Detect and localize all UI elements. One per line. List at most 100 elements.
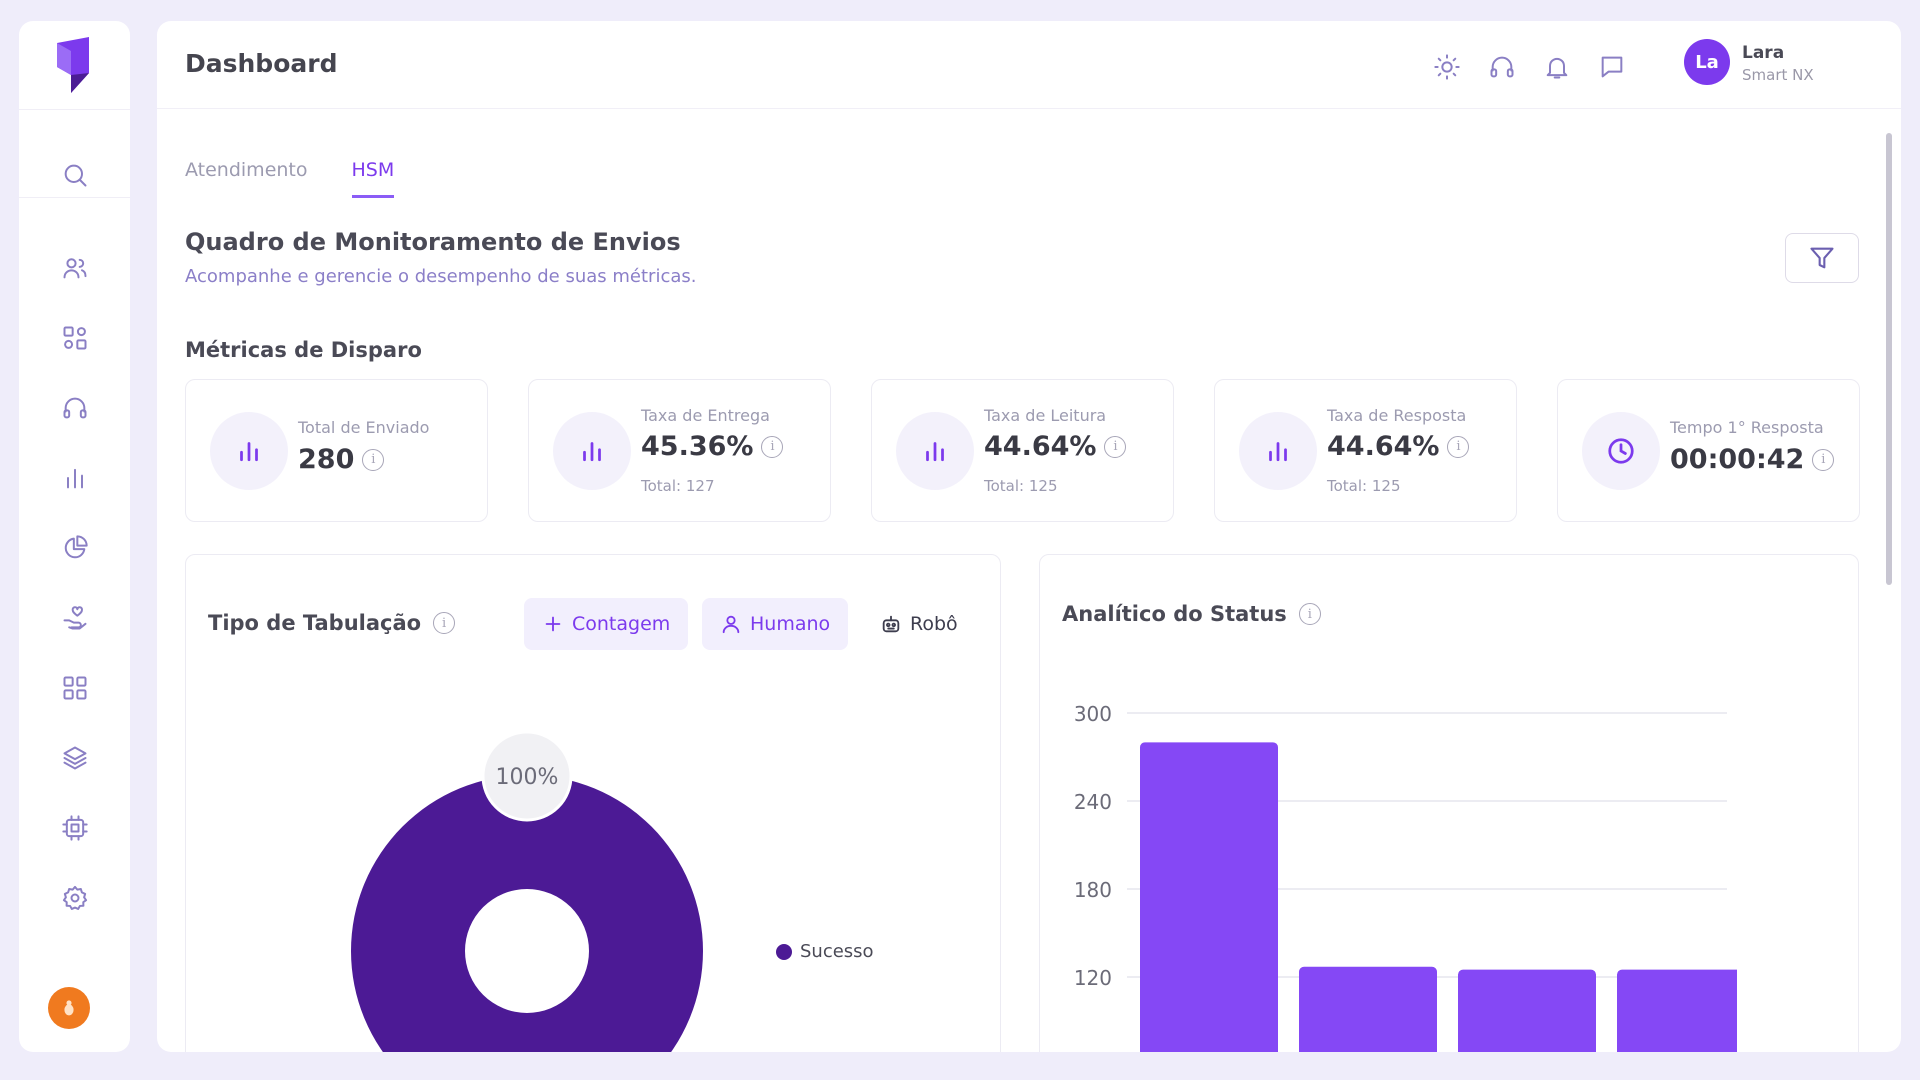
- section-title: Quadro de Monitoramento de Envios: [185, 228, 681, 256]
- status-title: Analítico do Status: [1062, 602, 1287, 626]
- metric-value: 45.36%: [641, 431, 754, 462]
- user-icon: [722, 615, 740, 634]
- metrics-title: Métricas de Disparo: [185, 338, 422, 362]
- robot-filter-label: Robô: [910, 613, 958, 635]
- bar-3[interactable]: [1617, 969, 1737, 1052]
- hand-heart-icon[interactable]: [55, 598, 95, 638]
- robot-filter-button[interactable]: Robô: [862, 598, 976, 650]
- info-icon[interactable]: i: [1104, 435, 1127, 458]
- chart-legend[interactable]: Sucesso: [776, 941, 874, 962]
- sidebar: [19, 21, 130, 1052]
- y-tick-label: 180: [1074, 878, 1112, 902]
- metric-value-wrap: 280 i: [298, 444, 385, 475]
- y-tick-label: 120: [1074, 966, 1112, 990]
- info-icon[interactable]: i: [761, 435, 784, 458]
- scrollbar-thumb[interactable]: [1886, 133, 1892, 585]
- users-icon[interactable]: [55, 248, 95, 288]
- filter-button[interactable]: [1785, 233, 1859, 283]
- bug-report-button[interactable]: [48, 987, 90, 1029]
- layers-icon[interactable]: [55, 738, 95, 778]
- metric-card-taxa-leitura: Taxa de Leitura 44.64% i Total: 125: [871, 379, 1174, 522]
- human-filter-button[interactable]: Humano: [702, 598, 849, 650]
- status-title-wrap: Analítico do Status i: [1062, 602, 1321, 626]
- metric-value-wrap: 45.36% i: [641, 431, 784, 462]
- chip-icon[interactable]: [55, 808, 95, 848]
- info-icon[interactable]: i: [433, 612, 456, 634]
- search-icon[interactable]: [55, 155, 95, 195]
- metric-card-taxa-resposta: Taxa de Resposta 44.64% i Total: 125: [1214, 379, 1517, 522]
- metric-label: Taxa de Resposta: [1327, 406, 1467, 425]
- clock-icon: [1582, 412, 1660, 490]
- settings-icon[interactable]: [55, 878, 95, 918]
- tab-atendimento[interactable]: Atendimento: [185, 159, 308, 181]
- donut-chart: 100%: [351, 730, 703, 1052]
- metric-label: Taxa de Entrega: [641, 406, 770, 425]
- section-subtitle: Acompanhe e gerencie o desempenho de sua…: [185, 266, 697, 287]
- metric-value: 00:00:42: [1670, 444, 1805, 475]
- headset-icon[interactable]: [55, 388, 95, 428]
- info-icon[interactable]: i: [1447, 435, 1470, 458]
- main-panel: Dashboard La Lara Smart NX Atendimento H…: [157, 21, 1901, 1052]
- page-title: Dashboard: [185, 49, 338, 78]
- legend-label: Sucesso: [800, 941, 874, 962]
- bar-chart-icon[interactable]: [55, 458, 95, 498]
- y-tick-label: 300: [1074, 702, 1112, 726]
- info-icon[interactable]: i: [362, 448, 385, 471]
- robot-icon: [882, 615, 900, 633]
- metric-value: 44.64%: [1327, 431, 1440, 462]
- metric-total: Total: 127: [641, 477, 715, 495]
- donut-slice-sucesso[interactable]: [351, 775, 703, 1052]
- y-tick-label: 240: [1074, 790, 1112, 814]
- user-org: Smart NX: [1742, 66, 1814, 84]
- metric-label: Taxa de Leitura: [984, 406, 1107, 425]
- bar-0[interactable]: [1140, 742, 1278, 1052]
- legend-swatch: [776, 943, 792, 960]
- sidebar-divider: [19, 109, 130, 110]
- bar-1[interactable]: [1299, 966, 1437, 1052]
- metric-label: Tempo 1° Resposta: [1670, 418, 1824, 437]
- metric-card-total-enviado: Total de Enviado 280 i: [185, 379, 488, 522]
- apps-grid-icon[interactable]: [55, 668, 95, 708]
- metric-card-taxa-entrega: Taxa de Entrega 45.36% i Total: 127: [528, 379, 831, 522]
- human-filter-label: Humano: [750, 613, 831, 635]
- metric-value-wrap: 00:00:42 i: [1670, 444, 1835, 475]
- sidebar-divider: [19, 197, 130, 198]
- metric-total: Total: 125: [984, 477, 1058, 495]
- bell-icon[interactable]: [1541, 51, 1573, 83]
- tab-bar: Atendimento HSM: [185, 159, 395, 198]
- bar-chart-icon: [1239, 412, 1317, 490]
- filter-icon: [1810, 247, 1834, 269]
- metric-value: 44.64%: [984, 431, 1097, 462]
- plus-icon: [545, 616, 561, 632]
- metric-value: 280: [298, 444, 355, 475]
- count-filter-label: Contagem: [572, 613, 671, 635]
- tabulation-title-wrap: Tipo de Tabulação i: [208, 611, 456, 635]
- donut-label-bubble: [481, 730, 573, 822]
- chat-icon[interactable]: [1596, 51, 1628, 83]
- headset-icon[interactable]: [1486, 51, 1518, 83]
- queue-icon[interactable]: [55, 318, 95, 358]
- info-icon[interactable]: i: [1298, 603, 1321, 625]
- count-filter-button[interactable]: Contagem: [524, 598, 689, 650]
- app-logo[interactable]: [51, 37, 97, 93]
- top-header: Dashboard La Lara Smart NX: [157, 21, 1901, 109]
- user-name: Lara: [1742, 43, 1785, 63]
- donut-percent-label: 100%: [496, 765, 559, 790]
- metric-total: Total: 125: [1327, 477, 1401, 495]
- bar-chart-icon: [553, 412, 631, 490]
- info-icon[interactable]: i: [1812, 448, 1835, 471]
- bar-2[interactable]: [1458, 969, 1596, 1052]
- tabulation-title: Tipo de Tabulação: [208, 611, 422, 635]
- bug-icon: [64, 1000, 74, 1016]
- bar-chart-icon: [210, 412, 288, 490]
- bar-chart-icon: [896, 412, 974, 490]
- metric-value-wrap: 44.64% i: [1327, 431, 1470, 462]
- metric-label: Total de Enviado: [298, 418, 430, 437]
- theme-toggle-icon[interactable]: [1431, 51, 1463, 83]
- metric-card-tempo-resposta: Tempo 1° Resposta 00:00:42 i: [1557, 379, 1860, 522]
- avatar[interactable]: La: [1684, 39, 1730, 85]
- metric-value-wrap: 44.64% i: [984, 431, 1127, 462]
- pie-chart-icon[interactable]: [55, 528, 95, 568]
- tab-hsm[interactable]: HSM: [351, 159, 395, 198]
